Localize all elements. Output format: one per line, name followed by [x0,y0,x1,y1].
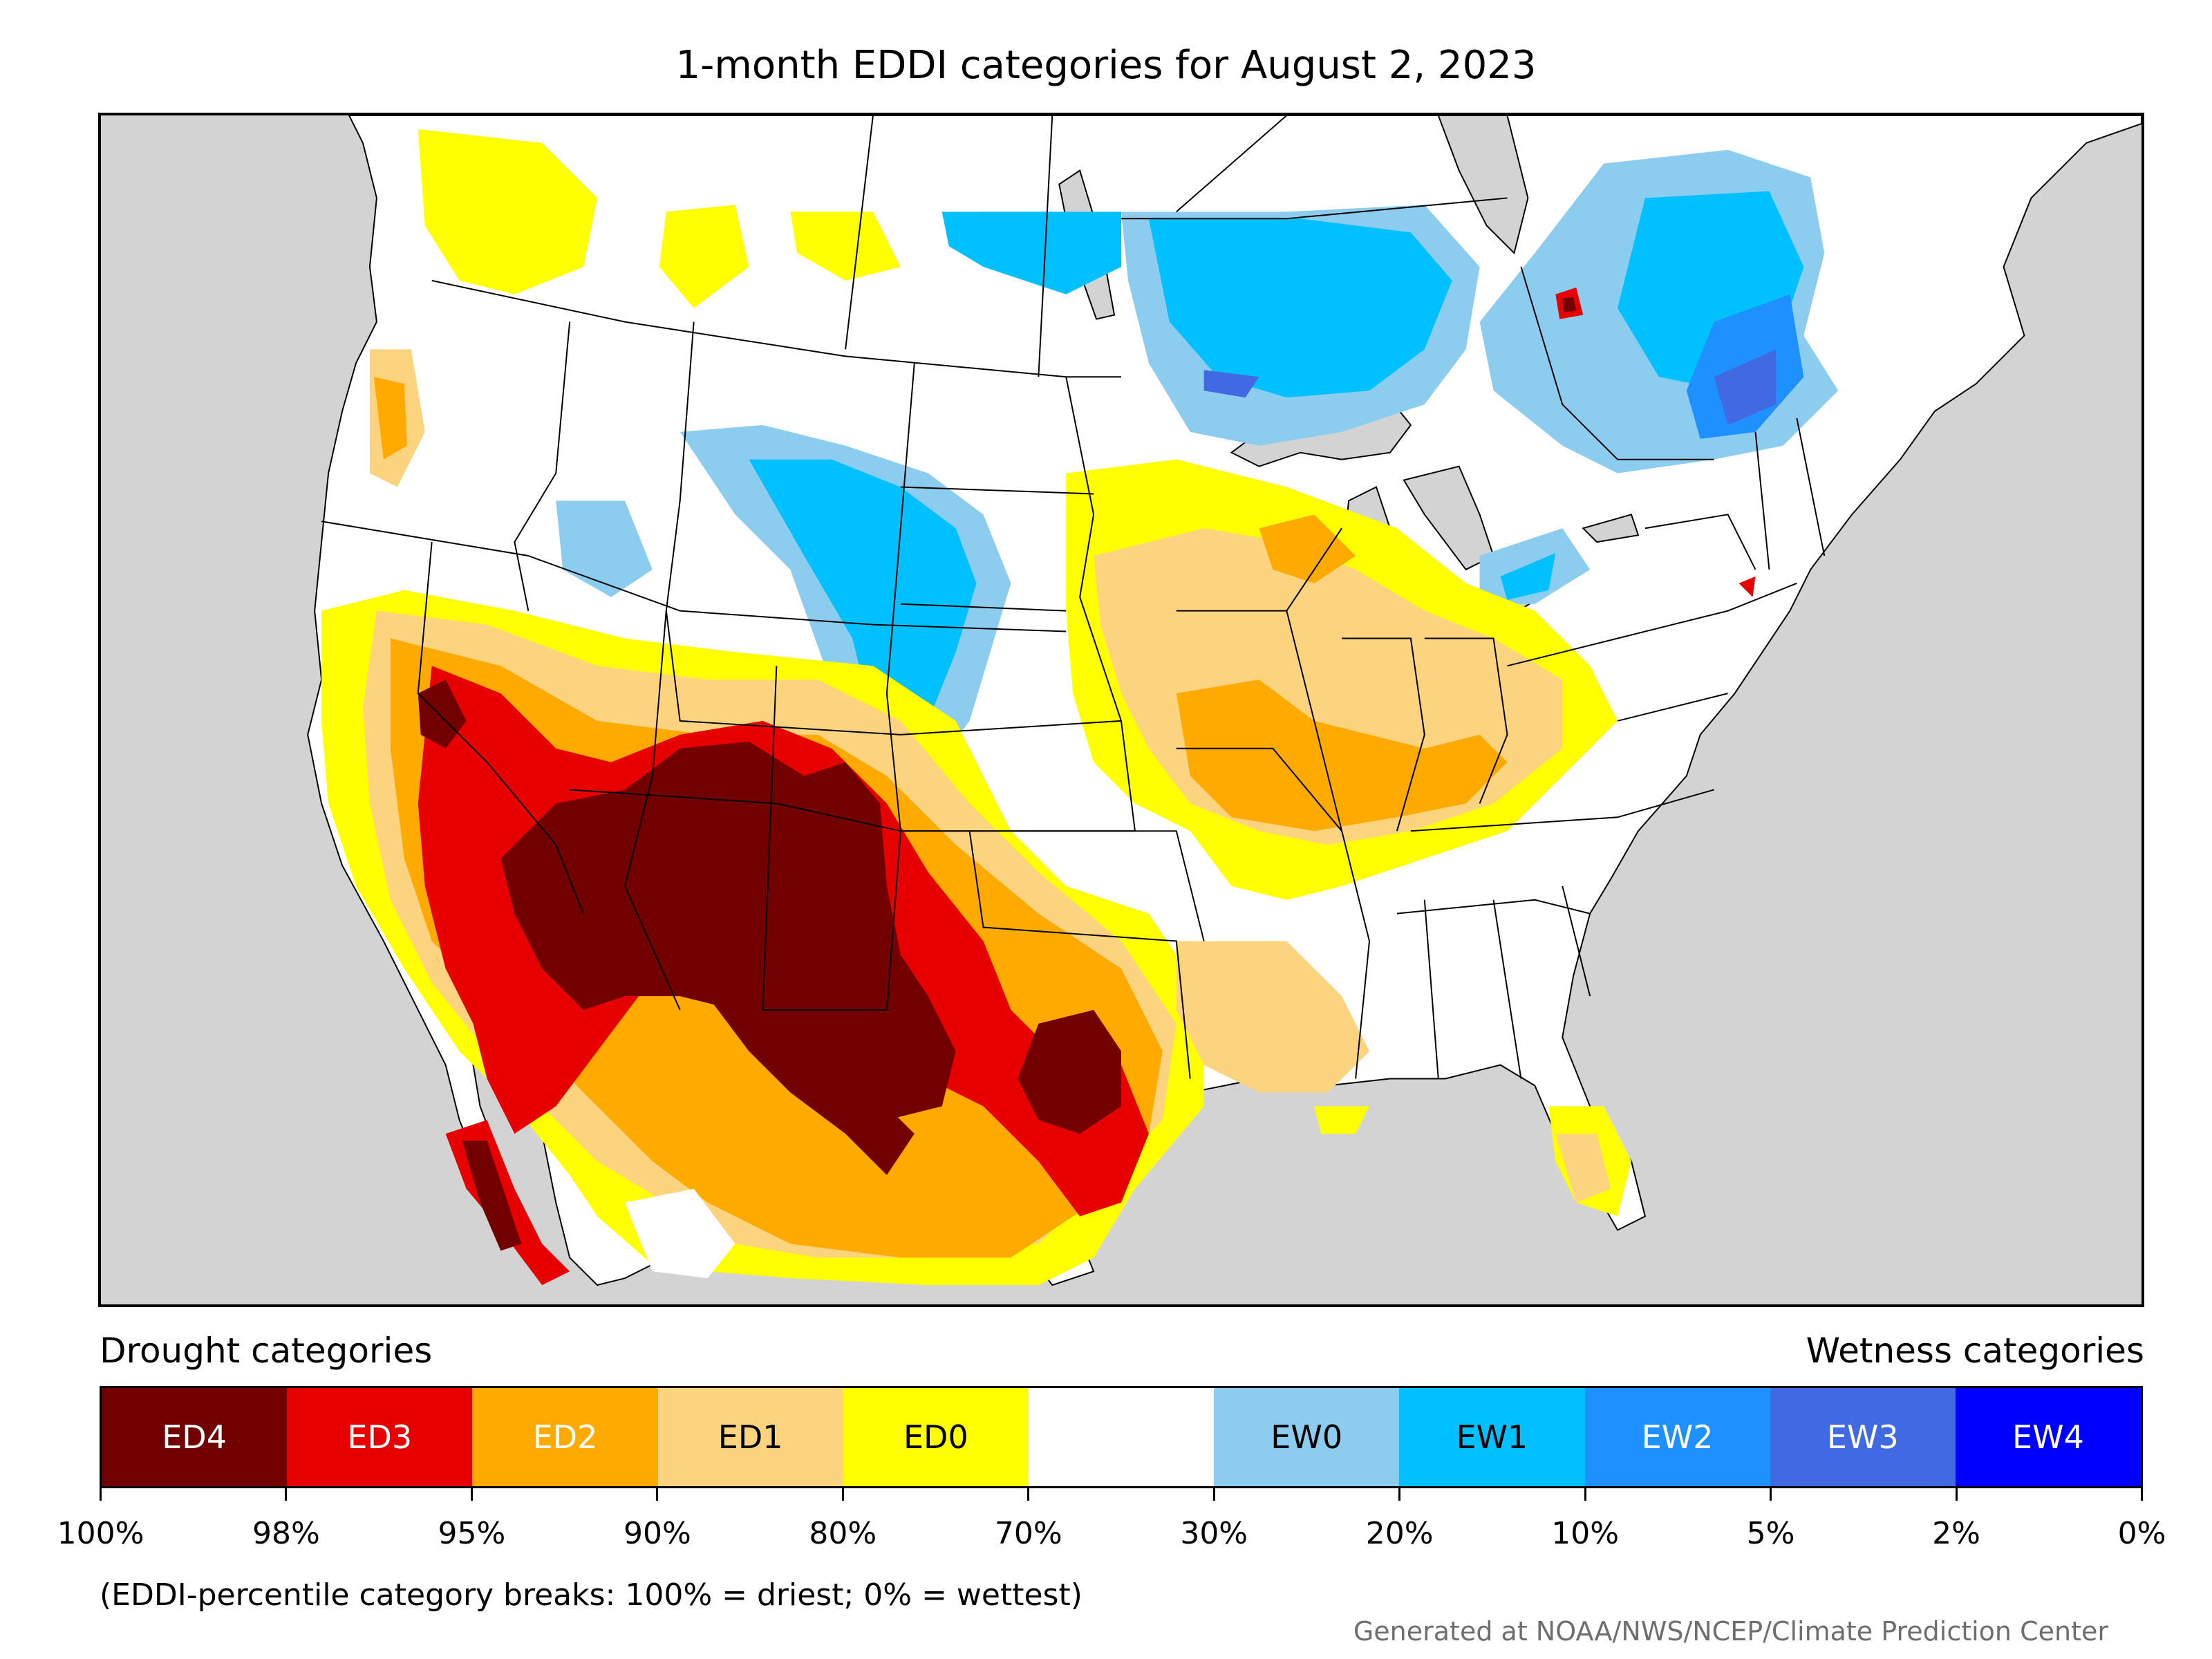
colorbar-tick-label: 80% [809,1516,877,1551]
colorbar-tick [1398,1488,1401,1501]
legend-cell-normal [1028,1388,1215,1486]
colorbar-tick-label: 0% [2117,1516,2166,1551]
colorbar-tick [1212,1488,1215,1501]
colorbar-tick [100,1488,102,1501]
legend-cell-ed1: ED1 [657,1388,843,1486]
colorbar-tick [1955,1488,1958,1501]
eddi-map [98,113,2144,1307]
political-boundaries [321,115,1826,1079]
hudson-bay-edge [1437,115,1529,255]
colorbar-tick [285,1488,288,1501]
legend-cell-ew4: EW4 [1955,1388,2141,1486]
colorbar-ticks [100,1488,2143,1502]
colorbar-tick-label: 90% [623,1516,691,1551]
legend-cell-ew0: EW0 [1214,1388,1400,1486]
legend-cell-ed2: ED2 [472,1388,658,1486]
colorbar-tick [656,1488,659,1501]
legend-cell-ed0: ED0 [843,1388,1029,1486]
lake-ontario [1582,514,1640,543]
colorbar-tick-label: 20% [1365,1516,1434,1551]
legend-cell-ew3: EW3 [1770,1388,1956,1486]
colorbar-tick-label: 98% [252,1516,320,1551]
colorbar-tick-label: 30% [1180,1516,1248,1551]
credit-line: Generated at NOAA/NWS/NCEP/Climate Predi… [1353,1616,2108,1647]
colorbar-tick-label: 2% [1932,1516,1980,1551]
wetness-categories-heading: Wetness categories [1806,1331,2144,1371]
colorbar-tick [1584,1488,1586,1501]
colorbar-tick-label: 95% [438,1516,506,1551]
drought-regions [321,129,1756,1286]
legend-cell-ed4: ED4 [102,1388,288,1486]
drought-categories-heading: Drought categories [100,1331,433,1371]
legend-cell-ed3: ED3 [287,1388,473,1486]
colorbar-tick-label: 5% [1746,1516,1795,1551]
category-breaks-note: (EDDI-percentile category breaks: 100% =… [100,1577,1082,1613]
colorbar-tick [1770,1488,1772,1501]
lake-huron [1403,465,1494,571]
wetness-regions [556,149,1839,776]
colorbar-tick [2141,1488,2143,1501]
legend-cell-ew2: EW2 [1584,1388,1770,1486]
colorbar-tick-label: 100% [57,1516,144,1551]
eddi-map-svg [307,115,2141,1286]
map-title: 1-month EDDI categories for August 2, 20… [675,43,1537,88]
colorbar-tick-label: 10% [1551,1516,1620,1551]
colorbar-tick [841,1488,844,1501]
category-colorbar: ED4 ED3 ED2 ED1 ED0 EW0 EW1 EW2 EW3 EW4 [100,1386,2143,1488]
colorbar-tick-label: 70% [994,1516,1062,1551]
legend-cell-ew1: EW1 [1399,1388,1585,1486]
colorbar-tick [470,1488,473,1501]
colorbar-tick [1027,1488,1030,1501]
